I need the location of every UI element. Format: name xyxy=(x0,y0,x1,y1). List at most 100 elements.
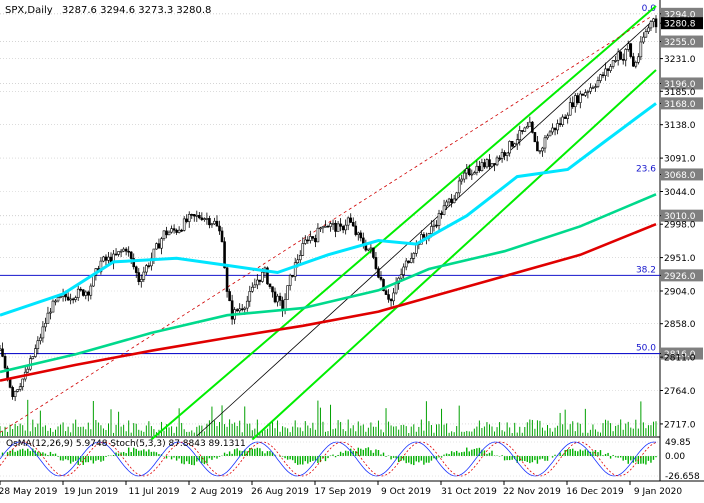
candle-body xyxy=(462,172,466,180)
ema_mid-line xyxy=(0,193,657,374)
candle-body xyxy=(478,165,481,171)
candle-body xyxy=(180,229,183,232)
candle-body xyxy=(238,308,241,312)
candle-body xyxy=(442,205,446,215)
y-tick-label: 3196.0 xyxy=(664,80,696,90)
candle-body xyxy=(71,298,75,301)
y-tick-label: 3010.0 xyxy=(664,212,696,222)
fib-label: 0.0 xyxy=(642,4,657,14)
candle-body xyxy=(584,92,587,96)
candle-body xyxy=(99,260,103,273)
y-tick-label: 2858.0 xyxy=(664,320,696,330)
candle-body xyxy=(553,127,557,131)
candle-body xyxy=(152,248,156,259)
candle-body xyxy=(170,228,173,233)
candle-body xyxy=(104,256,108,261)
symbol-label: SPX,Daily xyxy=(5,5,53,16)
y-tick-label: 3168.0 xyxy=(664,100,696,110)
y-tick-label: 2764.0 xyxy=(664,387,696,397)
candle-body xyxy=(629,43,633,57)
x-tick-label: 9 Oct 2019 xyxy=(381,487,431,497)
candle-body xyxy=(445,201,448,207)
stoch-main-line xyxy=(0,441,657,477)
candle-body xyxy=(41,326,45,339)
candle-body xyxy=(341,226,345,231)
candle-body xyxy=(147,265,151,267)
candle-body xyxy=(619,51,622,60)
candle-body xyxy=(404,260,408,268)
candle-body xyxy=(573,95,577,108)
candle-body xyxy=(652,18,655,23)
candle-body xyxy=(339,223,342,227)
candle-body xyxy=(76,288,80,298)
y-tick-label: 3255.0 xyxy=(664,38,696,48)
candle-body xyxy=(631,56,635,67)
candle-body xyxy=(266,267,269,285)
candle-body xyxy=(31,356,35,360)
candle-body xyxy=(520,130,524,132)
candle-body xyxy=(579,93,582,103)
candle-body xyxy=(195,215,199,217)
candle-body xyxy=(349,217,353,223)
indicator-tick-label: -26.658 xyxy=(665,472,700,482)
level-box xyxy=(661,77,703,90)
candle-body xyxy=(626,43,630,50)
candle-body xyxy=(258,279,262,282)
candle-body xyxy=(117,251,120,255)
candle-body xyxy=(162,230,166,240)
candle-body xyxy=(54,300,57,303)
candle-body xyxy=(119,250,123,253)
y-tick-label: 3091.0 xyxy=(664,155,696,165)
fib-label: 23.6 xyxy=(636,164,656,174)
candle-body xyxy=(354,225,358,235)
level-box xyxy=(661,97,703,110)
candle-body xyxy=(16,389,19,392)
candle-body xyxy=(369,247,373,250)
candle-body xyxy=(200,217,204,220)
candle-body xyxy=(558,123,562,125)
x-tick-label: 17 Sep 2019 xyxy=(314,487,371,497)
candle-body xyxy=(298,255,302,261)
candle-body xyxy=(609,66,612,71)
candle-body xyxy=(505,152,509,156)
candle-body xyxy=(374,257,378,269)
candle-body xyxy=(314,238,317,243)
candle-body xyxy=(59,296,62,298)
candle-body xyxy=(356,232,360,235)
candle-body xyxy=(432,224,436,227)
candle-body xyxy=(480,162,484,171)
candle-body xyxy=(8,379,12,388)
candle-body xyxy=(493,163,496,166)
x-tick-label: 2 Aug 2019 xyxy=(191,487,243,497)
candle-body xyxy=(324,225,327,228)
candle-body xyxy=(334,222,337,232)
candle-body xyxy=(510,141,514,147)
candle-body xyxy=(538,150,542,153)
candle-body xyxy=(303,239,307,244)
fib-label: 50.0 xyxy=(636,344,656,354)
candle-body xyxy=(614,60,617,62)
candle-body xyxy=(127,250,130,253)
candle-body xyxy=(536,141,539,152)
candle-body xyxy=(44,323,47,328)
candle-body xyxy=(107,256,110,261)
candle-body xyxy=(642,36,645,43)
candle-body xyxy=(556,123,559,131)
trend-line xyxy=(196,22,652,437)
candle-body xyxy=(187,214,191,222)
candle-body xyxy=(430,226,433,234)
candle-body xyxy=(208,218,211,226)
candle-body xyxy=(177,229,181,233)
candle-body xyxy=(634,62,638,67)
candle-body xyxy=(321,226,325,229)
candle-body xyxy=(513,143,517,147)
candle-body xyxy=(589,87,592,92)
y-tick-label: 3294.0 xyxy=(664,10,696,20)
candle-body xyxy=(422,234,426,238)
candle-body xyxy=(190,214,194,216)
y-tick-label: 2904.0 xyxy=(664,288,696,298)
candle-body xyxy=(167,231,171,236)
level-box xyxy=(661,209,703,222)
candle-body xyxy=(543,137,547,149)
